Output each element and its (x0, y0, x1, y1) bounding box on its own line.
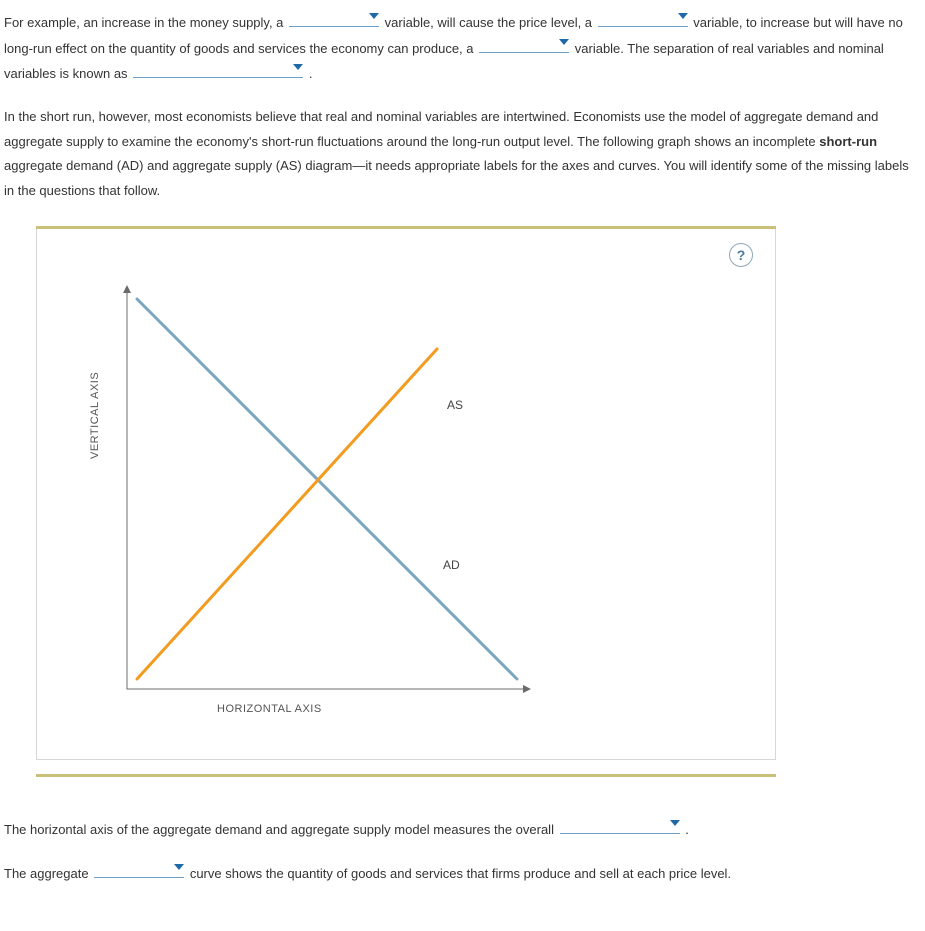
text: The horizontal axis of the aggregate dem… (4, 822, 554, 837)
text: aggregate demand (AD) and aggregate supp… (4, 158, 909, 198)
text: . (685, 822, 689, 837)
dropdown-nominal-real-3[interactable] (479, 36, 569, 53)
chevron-down-icon (678, 13, 688, 19)
question-horizontal-axis: The horizontal axis of the aggregate dem… (4, 817, 921, 843)
dropdown-nominal-real-1[interactable] (289, 10, 379, 27)
chevron-down-icon (670, 820, 680, 826)
question-aggregate-curve: The aggregate curve shows the quantity o… (4, 861, 921, 887)
chevron-down-icon (369, 13, 379, 19)
as-curve-label: AS (447, 394, 463, 417)
chevron-down-icon (174, 864, 184, 870)
text: For example, an increase in the money su… (4, 15, 283, 30)
dropdown-nominal-real-2[interactable] (598, 10, 688, 27)
plot-area: AS AD (117, 279, 537, 699)
text: long-run effect on the quantity of goods… (4, 41, 474, 56)
text: variable, to increase but will have no (693, 15, 903, 30)
chevron-down-icon (293, 64, 303, 70)
divider-bottom (36, 774, 776, 777)
dropdown-dichotomy[interactable] (133, 61, 303, 78)
ad-curve-label: AD (443, 554, 460, 577)
intro-paragraph-2: In the short run, however, most economis… (4, 105, 921, 204)
text: The aggregate (4, 866, 89, 881)
ad-as-chart (117, 279, 537, 699)
dropdown-horizontal-axis[interactable] (560, 817, 680, 834)
dropdown-supply-demand[interactable] (94, 861, 184, 878)
help-icon[interactable]: ? (729, 243, 753, 267)
text: variables is known as (4, 66, 128, 81)
intro-paragraph-1: For example, an increase in the money su… (4, 10, 921, 87)
text: curve shows the quantity of goods and se… (190, 866, 731, 881)
chevron-down-icon (559, 39, 569, 45)
horizontal-axis-label: HORIZONTAL AXIS (217, 699, 322, 720)
graph-box: ? VERTICAL AXIS HORIZONTAL AXIS AS AD (36, 229, 776, 760)
vertical-axis-label: VERTICAL AXIS (85, 372, 106, 459)
text: . (309, 66, 313, 81)
text: variable. The separation of real variabl… (575, 41, 884, 56)
text: variable, will cause the price level, a (385, 15, 592, 30)
bold-text: short-run (819, 134, 877, 149)
text: In the short run, however, most economis… (4, 109, 878, 149)
graph-container: ? VERTICAL AXIS HORIZONTAL AXIS AS AD (36, 226, 776, 777)
